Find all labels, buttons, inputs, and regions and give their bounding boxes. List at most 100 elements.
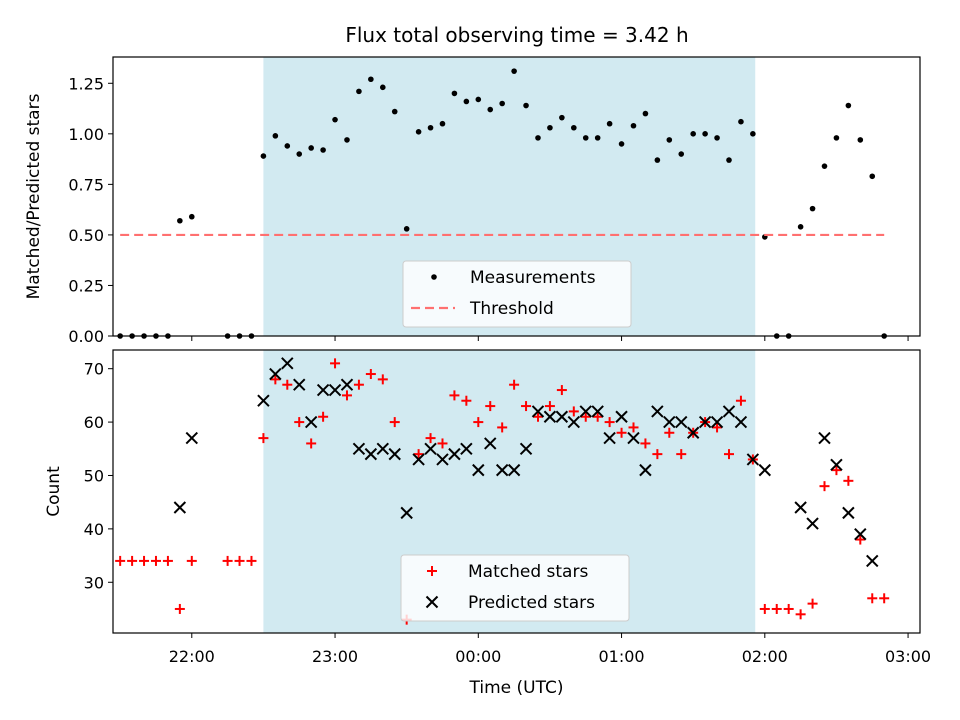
- measurement-point: [594, 135, 601, 141]
- predicted-star-point: [472, 463, 485, 477]
- predicted-star-point: [436, 453, 449, 466]
- measurement-point: [415, 129, 422, 135]
- measurement-point: [690, 131, 696, 137]
- data-layer: [117, 68, 887, 339]
- matched-star-point: [771, 603, 782, 614]
- x-stroke-b: [448, 447, 461, 461]
- matched-star-point: [604, 417, 615, 428]
- x-tick-label: 23:00: [312, 647, 358, 666]
- matched-star-point: [843, 475, 854, 486]
- predicted-star-point: [603, 431, 616, 445]
- predicted-star-point: [842, 506, 855, 520]
- predicted-star-point: [627, 431, 640, 445]
- matched-star-point: [150, 555, 161, 566]
- matched-star-point: [330, 358, 341, 369]
- x-stroke-b: [472, 463, 485, 477]
- predicted-star-point: [651, 405, 664, 418]
- predicted-star-point: [519, 442, 533, 455]
- x-stroke-b: [316, 383, 330, 397]
- matched-star-point: [855, 534, 866, 545]
- predicted-star-point: [866, 554, 879, 568]
- measurement-point: [272, 133, 279, 139]
- predicted-star-point: [293, 378, 306, 391]
- measurement-point: [797, 224, 804, 230]
- matched-star-point: [580, 411, 591, 422]
- measurement-point: [547, 124, 553, 131]
- matched-star-point: [640, 438, 651, 449]
- measurement-point: [332, 116, 338, 123]
- x-stroke-b: [866, 554, 879, 568]
- matched-star-point: [437, 438, 448, 449]
- measurement-point: [738, 118, 744, 125]
- x-stroke-b: [543, 410, 557, 423]
- y-tick-label: 60: [84, 413, 104, 432]
- y-tick-label: 1.25: [68, 74, 104, 93]
- predicted-star-point: [639, 463, 652, 477]
- x-stroke-b: [591, 405, 604, 418]
- x-stroke-b: [579, 405, 592, 418]
- y-tick-label: 40: [84, 520, 104, 539]
- matched-star-point: [485, 401, 496, 412]
- matched-star-point: [544, 401, 555, 412]
- predicted-star-point: [185, 431, 198, 445]
- predicted-star-point: [722, 405, 736, 418]
- measurement-point: [356, 88, 362, 95]
- legend-box: [400, 554, 630, 622]
- measurement-point: [320, 147, 326, 153]
- legend: Measurements Threshold: [402, 260, 632, 328]
- predicted-star-point: [794, 501, 807, 514]
- x-axis-label: Time (UTC): [469, 678, 564, 698]
- measurement-point: [666, 137, 673, 143]
- predicted-star-point: [388, 447, 401, 461]
- matched-star-point: [592, 411, 603, 422]
- x-stroke-b: [854, 528, 867, 541]
- predicted-star-point: [328, 383, 342, 397]
- x-stroke-b: [173, 501, 187, 514]
- matched-star-point: [246, 555, 257, 566]
- measurement-point: [391, 108, 398, 115]
- measurement-point: [296, 151, 303, 157]
- x-tick-label: 02:00: [742, 647, 788, 666]
- x-stroke-b: [675, 415, 688, 429]
- measurement-point: [630, 122, 637, 129]
- predicted-star-point: [806, 517, 819, 530]
- predicted-star-point: [734, 415, 748, 429]
- predicted-star-point: [579, 405, 592, 418]
- matched-star-point: [676, 449, 687, 460]
- axes-frame: [112, 349, 921, 634]
- matched-star-point: [162, 555, 173, 566]
- matched-star-point: [270, 374, 281, 385]
- x-stroke-b: [794, 501, 807, 514]
- predicted-star-point: [698, 415, 712, 429]
- x-stroke-b: [531, 405, 545, 418]
- measurement-point: [654, 157, 661, 163]
- measurement-point: [463, 98, 470, 105]
- x-tick-label: 22:00: [169, 647, 215, 666]
- measurement-point: [188, 213, 195, 220]
- matched-star-point: [258, 433, 269, 444]
- predicted-star-point: [400, 506, 413, 520]
- x-stroke-b: [460, 442, 473, 455]
- matched-star-point: [712, 422, 723, 433]
- predicted-star-point: [710, 415, 724, 429]
- predicted-star-point: [663, 415, 676, 429]
- matched-star-point: [139, 555, 150, 566]
- predicted-star-point: [364, 447, 378, 461]
- predicted-star-point: [507, 463, 521, 477]
- predicted-star-point: [675, 415, 688, 429]
- x-stroke-b: [734, 415, 748, 429]
- measurement-point: [499, 100, 505, 107]
- measurement-point: [857, 137, 864, 143]
- matched-star-point: [628, 422, 639, 433]
- matched-star-point: [616, 427, 627, 438]
- predicted-star-point: [531, 405, 545, 418]
- predicted-star-point: [173, 501, 187, 514]
- x-stroke-b: [507, 463, 521, 477]
- measurement-point: [379, 84, 386, 91]
- x-stroke-b: [495, 463, 509, 477]
- matched-star-point: [556, 385, 567, 396]
- measurement-point: [833, 135, 840, 141]
- matched-star-point: [389, 417, 400, 428]
- chart-title: Flux total observing time = 3.42 h: [345, 23, 688, 47]
